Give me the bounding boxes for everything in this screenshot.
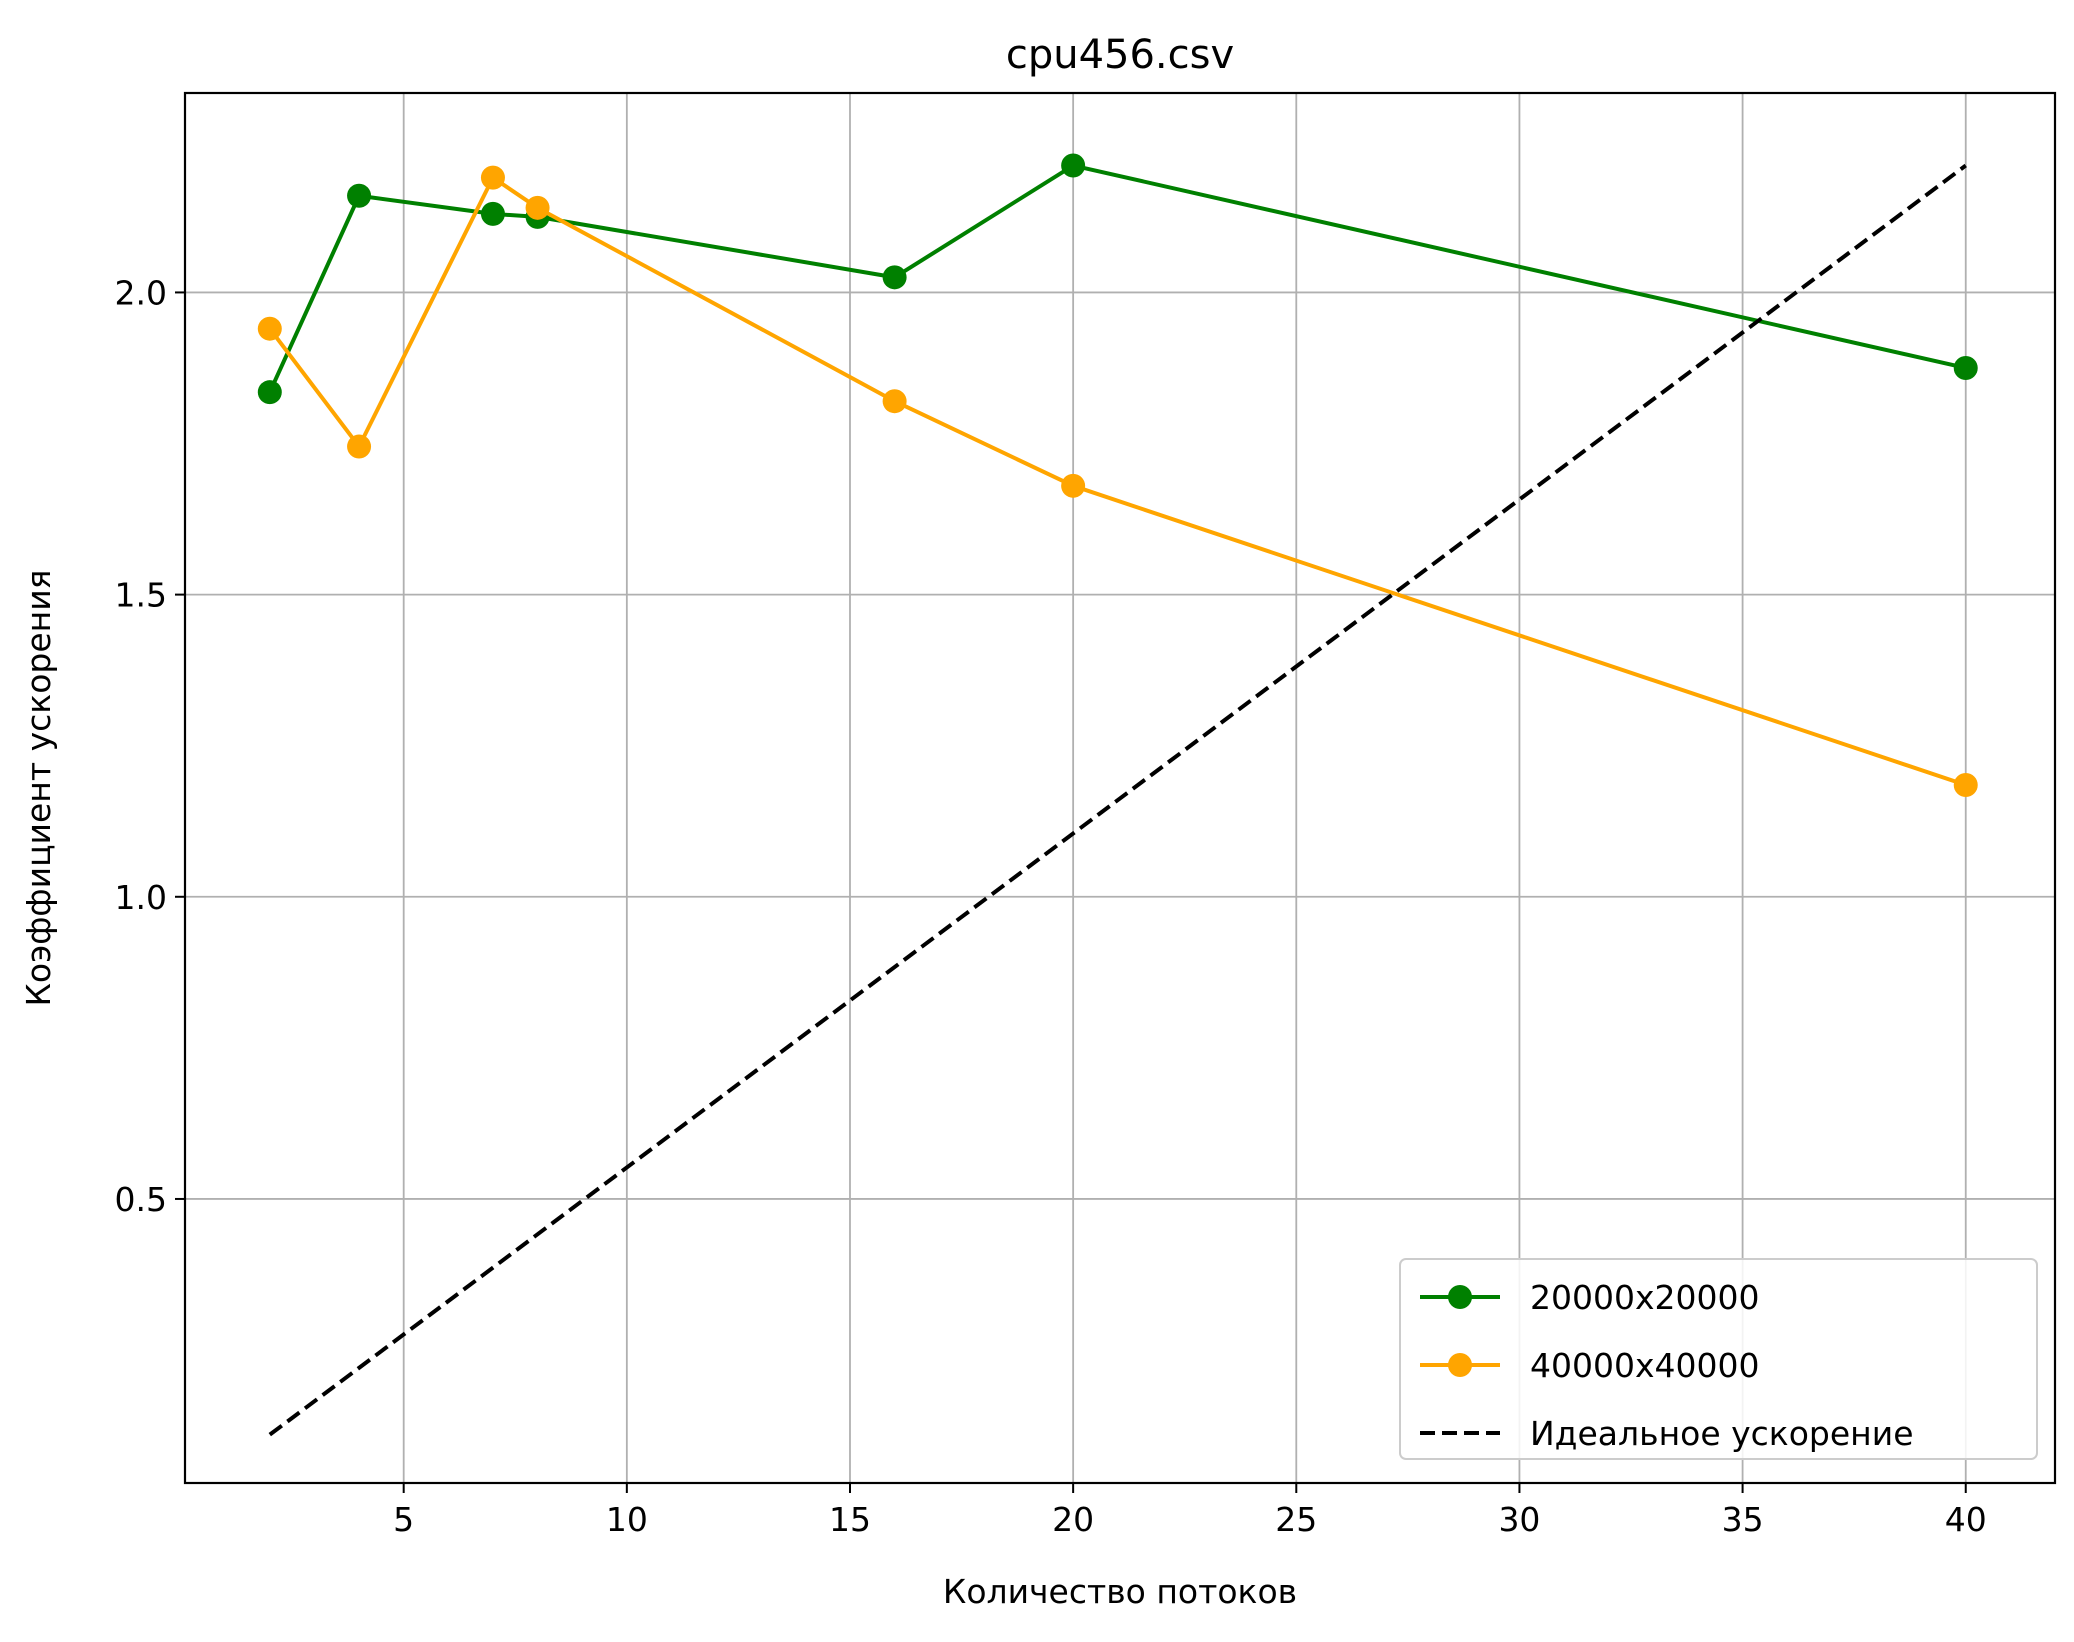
x-tick-label: 40	[1945, 1500, 1987, 1539]
y-axis-label: Коэффициент ускорения	[19, 569, 58, 1006]
y-tick-label: 2.0	[115, 273, 167, 312]
legend-marker	[1448, 1285, 1472, 1309]
x-tick-label: 30	[1498, 1500, 1540, 1539]
data-point	[257, 316, 282, 341]
legend: 20000x20000 40000x40000 Идеальное ускорени…	[1399, 1258, 2038, 1460]
data-point	[480, 201, 505, 226]
series-1	[257, 165, 1978, 797]
y-tick-label: 1.5	[115, 576, 167, 615]
series-line	[268, 163, 1967, 1437]
data-point	[1953, 355, 1978, 380]
data-point	[347, 434, 372, 459]
data-point	[257, 380, 282, 405]
x-tick-label: 20	[1052, 1500, 1094, 1539]
series-line	[268, 175, 1967, 787]
series-layer	[257, 153, 1978, 1437]
x-axis-label: Количество потоков	[943, 1572, 1297, 1611]
legend-label: 40000x40000	[1530, 1346, 1760, 1385]
y-tick-label: 1.0	[115, 878, 167, 917]
legend-label: 20000x20000	[1530, 1278, 1760, 1317]
data-point	[347, 183, 372, 208]
x-tick-label: 5	[393, 1500, 414, 1539]
data-point	[882, 389, 907, 414]
data-point	[882, 265, 907, 290]
plot-area-frame	[183, 91, 2057, 1485]
legend-marker	[1448, 1353, 1472, 1377]
x-tick-label: 35	[1722, 1500, 1764, 1539]
legend-label: Идеальное ускорение	[1530, 1414, 1914, 1453]
x-tick-label: 10	[606, 1500, 648, 1539]
y-tick-label: 0.5	[115, 1180, 167, 1219]
data-point	[1953, 772, 1978, 797]
x-tick-label: 15	[829, 1500, 871, 1539]
data-point	[525, 195, 550, 220]
x-tick-label: 25	[1275, 1500, 1317, 1539]
grid	[185, 93, 2055, 1483]
legend-box	[1399, 1258, 2038, 1460]
data-point	[1061, 153, 1086, 178]
axis-ticks: 5 10 15 20 25 30 35 40 0.5 1.0 1.5 2.0	[115, 273, 1987, 1539]
data-point	[480, 165, 505, 190]
series-2	[268, 163, 1967, 1437]
chart-title: cpu456.csv	[1006, 32, 1234, 78]
data-point	[1061, 473, 1086, 498]
